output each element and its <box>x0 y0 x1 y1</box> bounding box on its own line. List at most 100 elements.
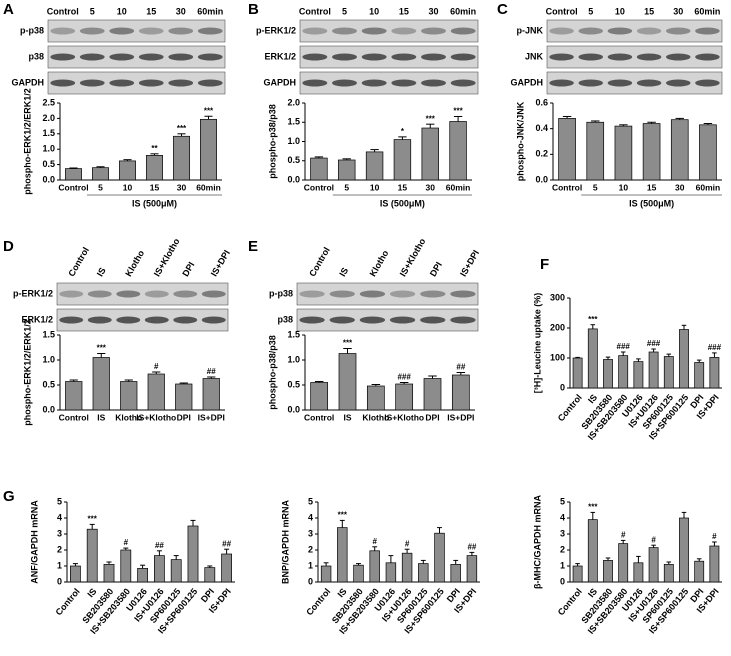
blot-band <box>421 53 446 61</box>
blot-band <box>636 27 662 35</box>
bar <box>694 560 705 583</box>
y-tick-label: 0.5 <box>42 159 55 169</box>
y-tick-label: 1.5 <box>287 117 300 127</box>
bar <box>709 357 720 389</box>
bar <box>434 532 445 583</box>
blot-strip <box>546 71 723 95</box>
lane-label: DPI <box>428 260 444 278</box>
blot-band <box>332 27 357 35</box>
significance-label: * <box>401 127 405 136</box>
blot-band <box>50 27 76 35</box>
y-tick-label: 0.6 <box>535 97 548 107</box>
blot-band <box>332 79 357 87</box>
bar <box>603 359 613 389</box>
y-axis-label: phospho-p38/p38 <box>267 335 277 410</box>
blot-band <box>302 53 328 61</box>
y-tick-label: 1.0 <box>287 136 300 146</box>
significance-label: ## <box>155 541 164 550</box>
x-tick-label: IS <box>97 412 105 422</box>
blot-row-label: p-p38 <box>20 25 44 35</box>
blot-strip <box>546 45 723 69</box>
bar <box>204 567 216 583</box>
blot-band <box>201 316 226 324</box>
lane-label: Klotho <box>123 248 146 278</box>
y-tick-label: 4 <box>560 512 565 522</box>
bar <box>587 519 598 583</box>
bar <box>618 355 629 389</box>
lane-label: 5 <box>588 6 593 16</box>
y-tick-label: 0.0 <box>287 174 300 184</box>
lane-label: 30 <box>176 6 186 16</box>
blot-row-label: p-JNK <box>517 25 544 35</box>
bar <box>699 124 717 181</box>
panel-letter: D <box>3 238 14 255</box>
bar <box>603 560 613 583</box>
blot-row-label: ERK1/2 <box>21 314 53 324</box>
panel: B Control 5 10 15 30 60min p-ERK1/2 ERK1/2 GAPDH 0… <box>248 1 479 208</box>
significance-label: ## <box>207 367 216 376</box>
blot-band <box>450 79 476 87</box>
x-tick-label: DPI <box>425 412 439 422</box>
bar <box>670 119 689 181</box>
x-axis-label: IS (500μM) <box>629 198 674 208</box>
lane-label: 30 <box>673 6 683 16</box>
x-tick-label: 15 <box>150 182 160 192</box>
lane-label: Klotho <box>368 248 391 278</box>
x-tick-label: Control <box>304 586 332 617</box>
blot-band <box>302 27 328 35</box>
bar <box>92 357 110 411</box>
lane-label: IS <box>95 266 108 278</box>
blot-band <box>607 53 633 61</box>
x-tick-label: Control <box>556 392 584 423</box>
blot-strip <box>299 19 479 43</box>
blot-strip <box>296 282 479 306</box>
blot-band <box>420 290 446 298</box>
y-tick-label: 1.5 <box>42 128 55 138</box>
x-tick-label: Control <box>54 586 82 617</box>
blot-band <box>79 53 105 61</box>
lane-label: 15 <box>399 6 409 16</box>
blot-band <box>197 53 223 61</box>
significance-label: ## <box>222 539 231 548</box>
bar <box>365 151 384 181</box>
x-tick-label: 5 <box>344 182 349 192</box>
blot-band <box>197 27 223 35</box>
x-tick-label: IS+DPI <box>447 412 474 422</box>
lane-label: 5 <box>342 6 347 16</box>
bar <box>393 139 412 181</box>
blot-band <box>549 79 574 87</box>
bar <box>310 382 329 411</box>
panel: E Control IS Klotho IS+Klotho DPI IS+DPIp-p38p… <box>248 236 481 422</box>
y-axis-label: ANF/GAPDH mRNA <box>29 500 39 584</box>
blot-band <box>695 27 720 35</box>
y-tick-label: 0.0 <box>287 404 300 414</box>
lane-label: Control <box>66 245 91 278</box>
blot-band <box>138 27 164 35</box>
blot-band <box>421 79 446 87</box>
bar <box>86 528 98 583</box>
bar <box>366 385 385 411</box>
x-tick-label: Control <box>59 412 89 422</box>
blot-band <box>695 53 720 61</box>
bar <box>614 125 633 181</box>
x-tick-label: 10 <box>370 182 380 192</box>
blot-band <box>116 316 141 324</box>
x-tick-label: IS+Klotho <box>136 412 176 422</box>
lane-label: 60min <box>694 6 720 16</box>
y-axis-label: [³H]-Leucine uptake (%) <box>532 293 542 394</box>
y-tick-label: 1.5 <box>42 329 55 339</box>
x-tick-label: Control <box>304 182 334 192</box>
y-axis-label: phospho-p38/p38 <box>267 104 277 179</box>
panel: A Control 5 10 15 30 60min p-p38 p38 GAPDH 0.0 0.5 1… <box>3 1 226 208</box>
blot-band <box>302 79 328 87</box>
blot-band <box>389 316 416 324</box>
blot-band <box>197 79 223 87</box>
blot-band <box>391 79 417 87</box>
blot-band <box>636 53 662 61</box>
lane-label: 60min <box>450 6 476 16</box>
significance-label: *** <box>177 124 187 133</box>
x-tick-label: DPI <box>177 412 191 422</box>
bar <box>92 167 109 181</box>
